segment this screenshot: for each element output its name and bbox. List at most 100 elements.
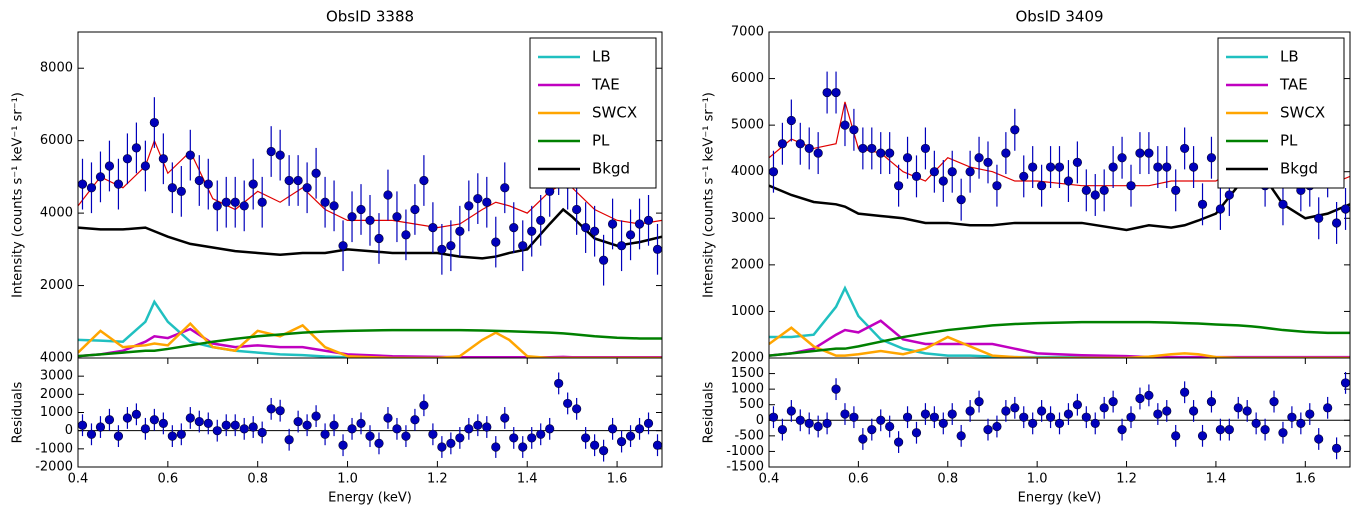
data-point: [1010, 403, 1020, 413]
data-point: [1215, 204, 1225, 214]
data-point: [131, 143, 141, 153]
data-point: [929, 412, 939, 422]
data-point: [768, 412, 779, 422]
data-point: [1153, 162, 1163, 172]
data-point: [356, 418, 366, 429]
data-point: [1171, 185, 1181, 195]
data-point: [401, 230, 411, 240]
data-point: [167, 183, 177, 193]
data-point: [212, 426, 222, 436]
y-tick-label: 7000: [731, 25, 764, 40]
y-tick-label: 6000: [40, 133, 73, 148]
data-point: [509, 433, 519, 443]
data-point: [1054, 162, 1065, 172]
data-point: [1331, 443, 1342, 453]
data-point: [634, 219, 645, 229]
data-point: [95, 422, 106, 432]
data-point: [410, 204, 420, 215]
data-point: [1171, 431, 1181, 441]
data-point: [1126, 181, 1136, 191]
data-point: [804, 418, 814, 429]
y-tick-label: 6000: [731, 71, 764, 86]
data-point: [867, 425, 877, 435]
data-point: [554, 378, 564, 389]
data-point: [302, 420, 312, 430]
data-point: [652, 440, 663, 450]
data-point: [158, 418, 168, 429]
y-tick-label: -500: [734, 428, 764, 443]
data-point: [894, 437, 904, 447]
data-point: [446, 241, 456, 251]
data-point: [840, 120, 850, 130]
data-point: [1037, 181, 1047, 191]
data-point: [113, 431, 124, 441]
legend-label: TAE: [1279, 76, 1308, 94]
data-point: [365, 215, 375, 225]
data-point: [1251, 418, 1261, 429]
data-point: [822, 418, 832, 429]
data-point: [545, 424, 555, 434]
data-point: [95, 172, 106, 182]
y-tick-label: 2000: [40, 387, 73, 402]
data-point: [509, 223, 519, 233]
data-point: [212, 201, 222, 211]
data-point: [625, 230, 636, 240]
data-point: [248, 422, 258, 432]
x-tick-label: 1.0: [337, 472, 358, 487]
data-point: [652, 244, 663, 254]
y-tick-label: 1500: [731, 366, 764, 381]
data-point: [1108, 397, 1118, 407]
data-point: [194, 416, 204, 427]
data-point: [374, 438, 384, 448]
data-point: [347, 212, 357, 222]
data-point: [248, 179, 258, 189]
plot-frame: [77, 357, 663, 468]
data-point: [1188, 406, 1199, 416]
data-point: [643, 418, 654, 429]
data-point: [625, 431, 636, 441]
x-axis-label: Energy (keV): [1018, 491, 1102, 506]
data-point: [885, 148, 895, 158]
data-point: [1054, 418, 1065, 429]
data-point: [992, 181, 1002, 191]
data-point: [482, 197, 492, 207]
series-line: [78, 207, 662, 260]
data-point: [1340, 204, 1351, 214]
data-point: [527, 226, 537, 236]
x-tick-label: 1.6: [607, 472, 628, 487]
y-tick-label: 4000: [40, 206, 73, 221]
data-point: [1224, 425, 1234, 435]
data-point: [149, 415, 159, 425]
data-point: [491, 442, 501, 452]
legend-label: PL: [1280, 132, 1298, 150]
data-point: [311, 168, 321, 178]
data-point: [419, 400, 429, 410]
data-point: [482, 422, 492, 432]
data-point: [1323, 403, 1333, 413]
data-point: [795, 139, 805, 149]
data-point: [1278, 199, 1288, 209]
y-tick-label: 8000: [40, 61, 73, 76]
data-point: [947, 167, 957, 177]
data-point: [858, 434, 868, 444]
y-tick-label: 0: [65, 423, 73, 438]
data-point: [1180, 387, 1190, 397]
data-point: [1117, 153, 1127, 163]
data-point: [464, 424, 474, 434]
y-tick-label: 3000: [731, 211, 764, 226]
data-point: [284, 435, 294, 445]
data-point: [894, 181, 904, 191]
data-point: [1072, 400, 1082, 410]
data-point: [1099, 403, 1109, 413]
data-point: [536, 215, 546, 225]
data-point: [518, 241, 528, 251]
y-axis-label: Residuals: [702, 381, 717, 443]
data-point: [428, 429, 438, 439]
legend-label: PL: [592, 132, 610, 150]
data-point: [1045, 162, 1056, 172]
data-point: [77, 179, 88, 189]
legend-label: SWCX: [1280, 104, 1325, 122]
data-point: [1242, 406, 1252, 416]
data-point: [383, 413, 393, 423]
